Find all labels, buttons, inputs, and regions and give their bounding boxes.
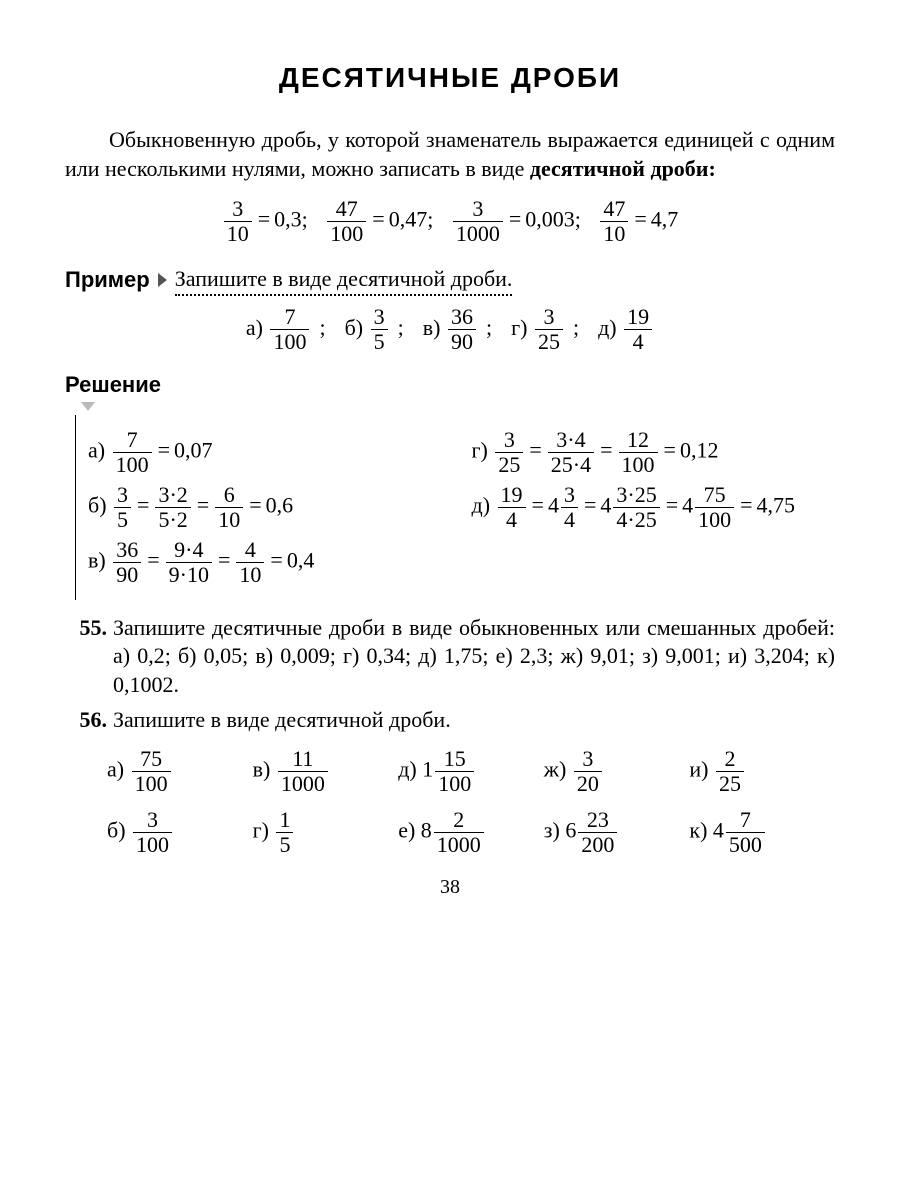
problem-text: Запишите в виде десятичной дроби.: [113, 706, 835, 735]
page-title: ДЕСЯТИЧНЫЕ ДРОБИ: [65, 60, 835, 96]
p56-item: е) 821000: [398, 809, 544, 856]
problem-56-grid: а) 75100в) 111000д) 115100ж) 320и) 225 б)…: [107, 748, 835, 856]
problem-num: 55.: [65, 614, 113, 700]
problem-55: 55. Запишите десятичные дроби в виде обы…: [65, 614, 835, 700]
top-equation-row: 310=0,3; 47100=0,47; 31000=0,003; 4710=4…: [65, 198, 835, 245]
intro-text: Обыкновенную дробь, у которой знаменател…: [65, 127, 835, 181]
p56-item: и) 225: [689, 748, 835, 795]
intro-paragraph: Обыкновенную дробь, у которой знаменател…: [65, 126, 835, 183]
problem-num: 56.: [65, 706, 113, 735]
solution-col-right: г) 325=3·425·4=12100=0,12д) 194=434=43·2…: [472, 421, 836, 594]
arrow-icon: [158, 273, 167, 287]
page-number: 38: [65, 874, 835, 900]
p56-item: б) 3100: [107, 809, 253, 856]
down-triangle-icon: [81, 402, 95, 411]
p56-item: д) 115100: [398, 748, 544, 795]
solution-label: Решение: [65, 371, 835, 400]
p56-item: ж) 320: [544, 748, 690, 795]
p56-item: а) 75100: [107, 748, 253, 795]
p56-item: г) 15: [253, 809, 399, 856]
p56-item: к) 47500: [689, 809, 835, 856]
solution-col-left: а) 7100=0,07б) 35=3·25·2=610=0,6в) 3690=…: [88, 421, 452, 594]
example-label: Пример: [65, 266, 150, 295]
problem-56: 56. Запишите в виде десятичной дроби.: [65, 706, 835, 735]
problem-text: Запишите десятичные дроби в виде обыкнов…: [113, 614, 835, 700]
intro-bold: десятичной дроби:: [530, 156, 716, 181]
solution-block: а) 7100=0,07б) 35=3·25·2=610=0,6в) 3690=…: [75, 415, 835, 600]
p56-item: з) 623200: [544, 809, 690, 856]
p56-item: в) 111000: [253, 748, 399, 795]
example-text: Запишите в виде десятичной дроби.: [175, 265, 513, 297]
example-items: а) 7100; б) 35; в) 3690; г) 325; д) 194: [65, 306, 835, 353]
example-line: Пример Запишите в виде десятичной дроби.: [65, 265, 835, 297]
